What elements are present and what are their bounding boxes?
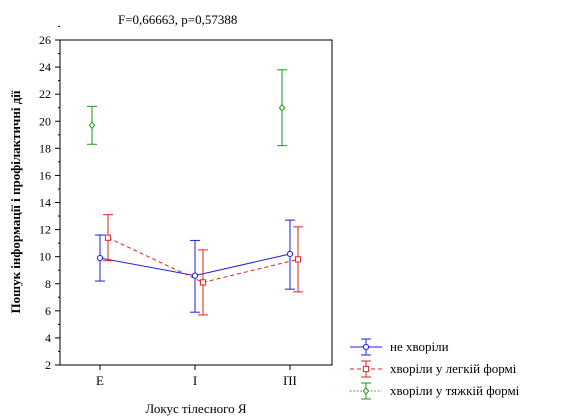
legend-item-2: хворіли у легкій формі (350, 360, 517, 378)
y-tick-label: 8 (45, 277, 51, 291)
y-tick-label: 2 (45, 358, 51, 372)
data-point (286, 250, 294, 258)
data-point (199, 279, 207, 286)
y-tick-label: 26 (39, 33, 51, 47)
y-tick-label: 10 (39, 250, 51, 264)
y-tick-label: 22 (39, 87, 51, 101)
legend: не хворіли хворіли у легкій формі хворіли … (350, 338, 520, 400)
plot-frame (59, 39, 333, 366)
x-tick-label: ПІ (283, 373, 297, 388)
x-tick-label: І (193, 373, 197, 388)
legend-marker (362, 365, 370, 373)
x-axis-label: Локус тілесного Я (145, 401, 247, 416)
y-tick-label: 12 (39, 223, 51, 237)
x-tick-label: Е (96, 373, 104, 388)
series-3 (87, 69, 287, 147)
legend-label: хворіли у тяжкій формі (390, 383, 520, 398)
y-axis-label: Пошук інформації і профілактичні дії (8, 90, 23, 313)
data-point (88, 121, 96, 130)
series-2 (103, 214, 303, 316)
y-tick-label: 6 (45, 304, 51, 318)
x-axis: Е І ПІ (96, 365, 297, 388)
series-1 (95, 219, 295, 313)
legend-item-1: не хворіли (350, 338, 449, 356)
y-tick-label: 4 (45, 331, 51, 345)
y-tick-label: 20 (39, 114, 51, 128)
data-point (278, 103, 286, 112)
legend-marker (362, 387, 370, 395)
data-point (191, 272, 199, 279)
y-tick-label: 24 (39, 60, 51, 74)
data-point (294, 256, 302, 263)
chart-title: F=0,66663, p=0,57388 (118, 12, 237, 27)
legend-item-3: хворіли у тяжкій формі (350, 382, 520, 400)
legend-label: хворіли у легкій формі (390, 361, 517, 376)
y-tick-label: 14 (39, 196, 51, 210)
y-tick-label: 16 (39, 168, 51, 182)
y-tick-label: 18 (39, 141, 51, 155)
legend-label: не хворіли (390, 339, 449, 354)
data-point (104, 234, 112, 241)
data-point (96, 254, 104, 262)
series-layer (87, 69, 303, 316)
legend-marker (362, 343, 370, 351)
series-line (107, 237, 299, 283)
